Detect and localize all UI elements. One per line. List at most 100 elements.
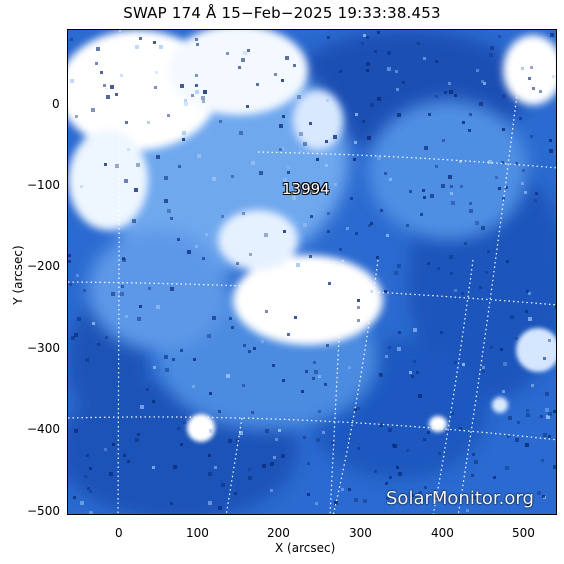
speckle [525,443,529,447]
speckle [411,375,414,378]
speckle [95,62,98,65]
speckle [543,433,547,437]
speckle [74,333,78,337]
speckle [466,509,469,512]
x-tick-label: 500 [512,526,535,540]
speckle [156,305,160,309]
speckle [139,37,142,40]
speckle [80,501,84,505]
speckle [327,212,330,215]
speckle [354,408,357,411]
speckle [476,69,479,72]
speckle [357,319,360,322]
speckle [167,209,171,213]
active-region-label: 13994 [282,180,330,198]
speckle [493,476,496,479]
speckle [226,52,229,55]
speckle [91,108,95,112]
speckle [307,146,310,149]
speckle [411,494,414,497]
speckle [448,82,451,85]
speckle [327,36,330,39]
speckle [469,209,473,213]
speckle [526,409,529,412]
speckle [473,496,476,499]
speckle [368,224,371,227]
speckle [380,209,383,212]
speckle [241,58,245,62]
y-tick-label: 0 [52,97,60,111]
speckle [287,333,290,336]
speckle [229,317,232,320]
speckle [363,34,366,37]
speckle [318,410,321,413]
speckle [127,148,130,151]
speckle [249,253,252,256]
speckle [442,139,445,142]
speckle [265,310,268,313]
speckle [548,435,551,438]
speckle [423,196,426,199]
speckle [71,336,75,340]
speckle [236,262,239,265]
speckle [348,366,351,369]
speckle [502,94,506,98]
speckle [481,226,485,230]
speckle [370,290,373,293]
y-tick-label: −300 [27,341,60,355]
speckle [111,292,115,296]
speckle [279,124,283,128]
y-tick-label: −200 [27,259,60,273]
speckle [208,454,211,457]
speckle [428,113,431,116]
speckle [272,364,275,367]
speckle [543,357,546,360]
speckle [313,361,316,364]
speckle [147,121,150,124]
speckle [218,506,222,510]
speckle [264,233,268,237]
speckle [196,43,199,46]
speckle [86,454,89,457]
speckle [528,77,531,80]
speckle [100,71,103,74]
speckle [482,370,485,373]
speckle [287,171,290,174]
speckle [146,388,149,391]
speckle [448,175,452,179]
speckle [532,87,535,90]
speckle [386,234,389,237]
speckle [334,501,338,505]
speckle [70,79,74,83]
speckle [287,166,290,169]
speckle [459,427,462,430]
speckle [251,161,255,165]
speckle [177,427,180,430]
speckle [449,90,453,94]
speckle [357,407,360,410]
speckle [326,344,329,347]
plot-area: 13994 SolarMonitor.org [67,29,557,515]
speckle [115,93,118,96]
speckle [310,215,313,218]
speckle [427,262,430,265]
speckle [207,334,211,338]
x-tick-label: 0 [115,526,123,540]
speckle [488,160,492,164]
speckle [275,438,278,441]
speckle [541,459,544,462]
speckle [474,460,478,464]
speckle [299,132,303,136]
speckle [234,492,237,495]
speckle [137,433,140,436]
speckle [153,366,156,369]
speckle [251,411,254,414]
speckle [346,227,349,230]
speckle [556,401,557,404]
speckle [153,41,156,44]
speckle [105,336,108,339]
speckle [333,135,337,139]
speckle [326,99,329,102]
speckle [121,285,124,288]
speckle [379,423,383,427]
